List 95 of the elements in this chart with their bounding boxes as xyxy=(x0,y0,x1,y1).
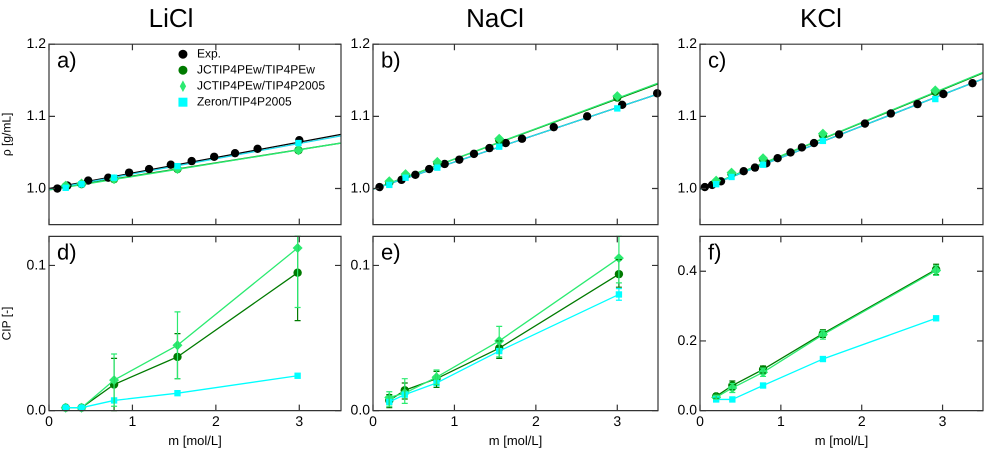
point xyxy=(187,156,196,166)
point xyxy=(253,144,262,154)
annotation: e) xyxy=(381,239,401,264)
x-tick-label: 3 xyxy=(938,412,947,429)
x-axis-title: m [mol/L] xyxy=(168,432,222,448)
y-tick-label: 1.0 xyxy=(678,179,698,196)
legend-label: Exp. xyxy=(196,46,221,61)
point xyxy=(53,184,62,193)
y-tick-label: 1.1 xyxy=(350,107,370,124)
point xyxy=(496,143,502,150)
x-tick-label: 0 xyxy=(369,412,378,429)
legend-label: JCTIP4PEw/TIP4P2005 xyxy=(196,78,326,93)
point xyxy=(386,182,392,188)
point xyxy=(750,163,760,172)
point xyxy=(786,148,795,157)
point xyxy=(124,168,134,177)
point xyxy=(860,119,870,128)
x-tick-label: 2 xyxy=(212,412,220,429)
point xyxy=(294,372,301,379)
y-tick-label: 1.2 xyxy=(26,35,46,52)
point xyxy=(932,96,938,102)
x-axis-title: m [mol/L] xyxy=(814,432,868,448)
annotation: a) xyxy=(57,47,77,72)
x-tick-label: 1 xyxy=(776,412,785,429)
x-tick-label: 3 xyxy=(295,412,304,429)
point xyxy=(144,164,154,174)
point xyxy=(729,396,736,403)
point xyxy=(939,90,948,98)
annotation: c) xyxy=(708,47,726,72)
point xyxy=(550,122,558,132)
point xyxy=(932,315,940,322)
y-tick-label: 1.0 xyxy=(350,179,370,196)
y-tick-label: 0.1 xyxy=(350,256,370,272)
x-tick-label: 1 xyxy=(128,412,137,429)
point xyxy=(834,130,844,139)
point xyxy=(968,78,977,88)
point xyxy=(230,148,240,158)
y-axis-title: ρ [g/mL] xyxy=(0,112,14,156)
point xyxy=(760,162,766,168)
y-tick-label: 0.0 xyxy=(678,401,698,418)
point xyxy=(411,170,420,180)
point xyxy=(760,382,766,389)
y-tick-label: 1.2 xyxy=(350,35,370,52)
x-tick-label: 2 xyxy=(532,412,540,429)
y-tick-label: 0.4 xyxy=(678,262,698,278)
point xyxy=(810,138,818,148)
point xyxy=(820,138,826,144)
point xyxy=(440,160,449,168)
point xyxy=(166,160,176,169)
y-axis-title: CIP [-] xyxy=(0,306,14,340)
chart-title: LiCl xyxy=(148,2,194,33)
point xyxy=(62,184,69,191)
y-tick-label: 1.1 xyxy=(26,107,46,124)
x-tick-label: 2 xyxy=(858,412,866,429)
y-tick-label: 1.2 xyxy=(678,35,698,52)
x-tick-label: 0 xyxy=(696,412,704,429)
point xyxy=(174,390,181,396)
y-tick-label: 0.0 xyxy=(350,401,370,418)
point xyxy=(424,164,434,174)
x-tick-label: 1 xyxy=(450,412,459,429)
point xyxy=(434,164,441,171)
x-tick-label: 3 xyxy=(613,412,622,429)
point xyxy=(375,182,384,192)
point xyxy=(614,105,620,112)
point xyxy=(886,109,896,118)
point xyxy=(773,154,782,162)
point xyxy=(739,167,748,176)
chart-title: KCl xyxy=(800,2,842,33)
point xyxy=(582,112,592,121)
y-tick-label: 0.0 xyxy=(26,401,46,418)
point xyxy=(518,134,526,143)
point xyxy=(485,144,494,152)
y-tick-label: 1.0 xyxy=(26,179,46,196)
point xyxy=(930,85,940,96)
point xyxy=(174,162,181,170)
point xyxy=(455,155,464,164)
point xyxy=(470,150,478,158)
annotation: b) xyxy=(381,47,401,72)
legend-label: Zeron/TIP4P2005 xyxy=(196,94,292,109)
annotation: d) xyxy=(57,239,77,264)
y-tick-label: 0.1 xyxy=(26,256,46,272)
point xyxy=(84,176,92,185)
x-tick-label: 0 xyxy=(45,412,54,429)
chart-title: NaCl xyxy=(466,2,524,33)
point xyxy=(820,356,826,362)
point xyxy=(798,143,806,152)
y-tick-label: 1.1 xyxy=(678,107,698,124)
point xyxy=(402,174,409,181)
point xyxy=(712,181,720,188)
legend-label: JCTIP4PEw/TIP4PEw xyxy=(196,62,316,77)
y-tick-label: 0.2 xyxy=(678,332,698,348)
point xyxy=(210,152,218,161)
annotation: f) xyxy=(708,239,722,264)
point xyxy=(913,100,922,108)
x-axis-title: m [mol/L] xyxy=(488,432,542,448)
